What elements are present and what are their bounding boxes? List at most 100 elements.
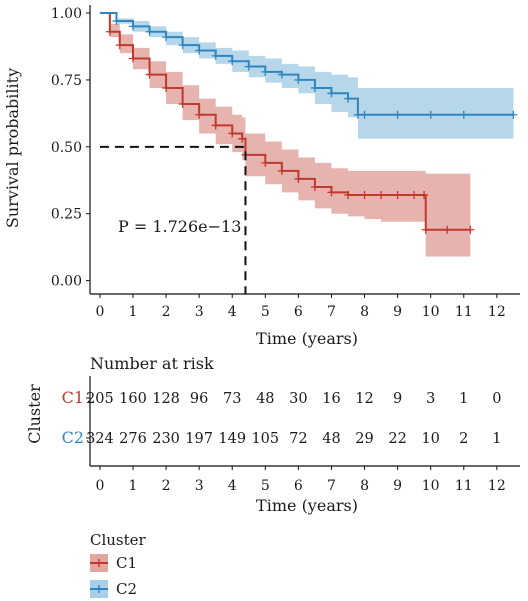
censor-mark-c1 — [327, 188, 336, 197]
censor-mark-c1 — [238, 134, 247, 143]
censor-mark-c2 — [228, 57, 237, 66]
censor-mark-c2 — [211, 51, 220, 60]
risk-x-tick-label: 1 — [129, 478, 138, 494]
risk-row-label-c1: C1 — [62, 388, 84, 407]
km-x-tick-label: 9 — [393, 304, 402, 320]
censor-mark-c2 — [244, 62, 253, 71]
median-survival-line — [99, 145, 247, 294]
censor-mark-c1 — [377, 190, 386, 199]
risk-count-c1: 205 — [86, 391, 114, 407]
km-y-tick-label: 0.00 — [51, 274, 82, 290]
risk-x-tick-label: 2 — [162, 478, 171, 494]
censor-mark-c1 — [261, 158, 270, 167]
km-x-tick-label: 1 — [129, 304, 138, 320]
censor-mark-c2 — [393, 110, 402, 119]
censor-mark-c1 — [310, 182, 319, 191]
censor-mark-c1 — [195, 110, 204, 119]
legend-label-c1: C1 — [116, 554, 137, 572]
censor-mark-c1 — [410, 190, 419, 199]
risk-count-c2: 276 — [119, 431, 147, 447]
censor-mark-c1 — [277, 166, 286, 175]
risk-count-c2: 72 — [289, 431, 307, 447]
censor-mark-c2 — [310, 83, 319, 92]
censor-mark-c2 — [459, 110, 468, 119]
km-x-tick-label: 8 — [360, 304, 369, 320]
risk-count-c1: 160 — [119, 391, 147, 407]
censor-mark-c2 — [195, 46, 204, 55]
risk-x-tick-label: 4 — [228, 478, 237, 494]
km-x-tick-label: 2 — [162, 304, 171, 320]
km-y-axis-label: Survival probability — [3, 68, 22, 228]
risk-x-tick-label: 8 — [360, 478, 369, 494]
risk-count-c1: 3 — [426, 391, 435, 407]
risk-count-c1: 73 — [223, 391, 241, 407]
risk-count-c2: 324 — [86, 431, 114, 447]
censor-mark-c2 — [360, 110, 369, 119]
risk-table-title: Number at risk — [90, 354, 214, 373]
risk-x-tick-label: 0 — [95, 478, 104, 494]
censor-mark-c2 — [129, 22, 137, 31]
risk-count-c1: 1 — [459, 391, 468, 407]
confidence-band-c2 — [99, 13, 514, 139]
censor-mark-c2 — [145, 27, 154, 36]
risk-count-c2: 1 — [492, 431, 501, 447]
censor-mark-c1 — [294, 174, 303, 183]
km-plot-panel: 0.000.250.500.751.00 0 1 2 3 4 5 6 7 8 9 10 11 12 — [51, 5, 520, 320]
legend-label-c2: C2 — [116, 580, 137, 598]
censor-mark-c2 — [112, 17, 121, 26]
risk-count-c2: 29 — [355, 431, 373, 447]
censor-mark-c1 — [228, 129, 237, 138]
risk-count-c1: 96 — [190, 391, 208, 407]
risk-x-tick-label: 5 — [261, 478, 270, 494]
risk-count-c2: 2 — [459, 431, 468, 447]
risk-count-c1: 128 — [152, 391, 180, 407]
censor-mark-c1 — [466, 225, 475, 234]
legend: Cluster C1 C2 — [90, 531, 147, 598]
risk-x-tick-label: 11 — [455, 478, 473, 494]
censor-mark-c2 — [327, 89, 336, 98]
censor-mark-c1 — [443, 225, 452, 234]
censor-mark-c1 — [211, 121, 220, 130]
km-x-tick-label: 7 — [327, 304, 336, 320]
km-x-tick-label: 0 — [95, 304, 104, 320]
censor-mark-c2 — [344, 94, 352, 103]
risk-x-tick-label: 7 — [327, 478, 336, 494]
km-y-tick-label: 0.50 — [51, 140, 82, 156]
legend-title: Cluster — [90, 531, 147, 549]
censor-mark-c2 — [426, 110, 435, 119]
km-x-tick-label: 12 — [488, 304, 506, 320]
risk-count-c1: 16 — [322, 391, 340, 407]
km-y-tick-label: 1.00 — [51, 6, 82, 22]
censor-mark-c1 — [421, 225, 430, 234]
km-x-tick-label: 11 — [455, 304, 473, 320]
risk-count-c1: 30 — [289, 391, 307, 407]
km-x-axis-label: Time (years) — [256, 329, 358, 348]
censor-mark-c1 — [105, 27, 114, 36]
risk-count-c2: 149 — [218, 431, 246, 447]
censor-mark-c1 — [129, 54, 137, 63]
censor-mark-c1 — [162, 83, 171, 92]
risk-x-axis-label: Time (years) — [256, 496, 358, 515]
risk-count-c1: 9 — [393, 391, 402, 407]
censor-mark-c2 — [178, 41, 187, 50]
risk-x-tick-label: 6 — [294, 478, 303, 494]
risk-count-c1: 12 — [355, 391, 373, 407]
km-x-tick-label: 5 — [261, 304, 270, 320]
risk-x-tick-label: 12 — [488, 478, 506, 494]
km-x-tick-label: 4 — [228, 304, 237, 320]
censor-mark-c1 — [360, 190, 369, 199]
risk-count-c2: 10 — [421, 431, 439, 447]
risk-count-c2: 22 — [388, 431, 406, 447]
censor-mark-c1 — [145, 70, 154, 79]
censor-mark-c1 — [178, 100, 187, 109]
censor-mark-c1 — [393, 190, 402, 199]
censor-mark-c2 — [162, 33, 171, 42]
risk-row-label-c2: C2 — [62, 428, 84, 447]
censor-mark-c1 — [344, 190, 352, 199]
censor-mark-c2 — [261, 67, 270, 76]
censor-mark-c2 — [277, 70, 286, 79]
risk-table-y-label: Cluster — [25, 384, 44, 444]
censor-mark-c1 — [115, 41, 124, 50]
km-y-tick-label: 0.25 — [51, 207, 82, 223]
